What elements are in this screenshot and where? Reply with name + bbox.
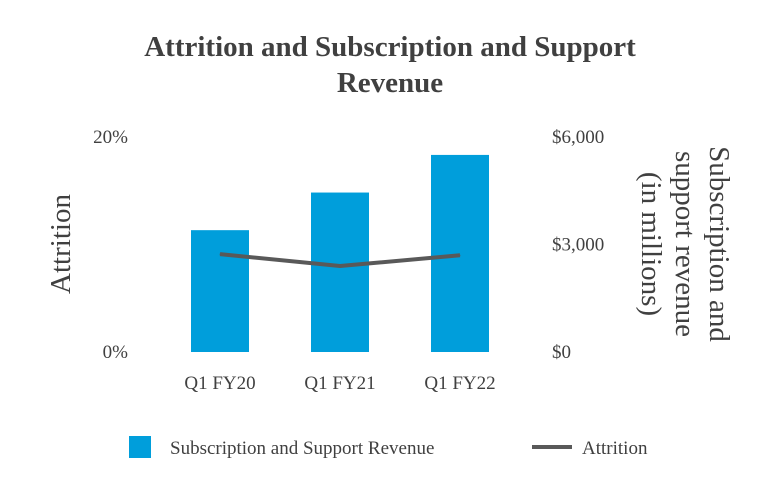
legend-label-revenue: Subscription and Support Revenue bbox=[170, 438, 434, 459]
right-axis-ticks: $0 $3,000 $6,000 bbox=[552, 127, 604, 363]
right-tick-label-0: $0 bbox=[552, 342, 571, 363]
bar-1 bbox=[311, 192, 369, 352]
right-axis-title-line-2: support revenue bbox=[669, 151, 701, 337]
bar-0 bbox=[191, 230, 249, 352]
right-axis-title-line-3: (in millions) bbox=[635, 172, 667, 316]
legend-swatch-revenue bbox=[129, 436, 151, 458]
x-axis-labels: Q1 FY20 Q1 FY21 Q1 FY22 bbox=[184, 373, 495, 394]
right-tick-label-2: $6,000 bbox=[552, 127, 604, 148]
right-tick-label-1: $3,000 bbox=[552, 235, 604, 256]
line-series bbox=[219, 252, 461, 268]
attrition-point-0 bbox=[219, 253, 221, 255]
bar-series bbox=[191, 154, 489, 352]
legend: Subscription and Support Revenue Attriti… bbox=[129, 436, 648, 459]
attrition-point-1 bbox=[339, 265, 341, 267]
left-tick-label-0: 0% bbox=[103, 342, 129, 363]
left-axis-title: Attrition bbox=[45, 194, 77, 294]
x-tick-label-2: Q1 FY22 bbox=[424, 373, 495, 394]
left-tick-label-1: 20% bbox=[93, 127, 128, 148]
bar-2 bbox=[431, 154, 489, 352]
attrition-point-2 bbox=[459, 254, 461, 256]
left-axis-ticks: 0% 20% bbox=[93, 127, 128, 363]
right-axis-title-line-1: Subscription and bbox=[703, 146, 735, 342]
x-tick-label-1: Q1 FY21 bbox=[304, 373, 375, 394]
chart-title-line-1: Attrition and Subscription and Support bbox=[144, 31, 636, 63]
x-tick-label-0: Q1 FY20 bbox=[184, 373, 255, 394]
chart-title-line-2: Revenue bbox=[337, 67, 443, 99]
legend-label-attrition: Attrition bbox=[582, 438, 648, 459]
